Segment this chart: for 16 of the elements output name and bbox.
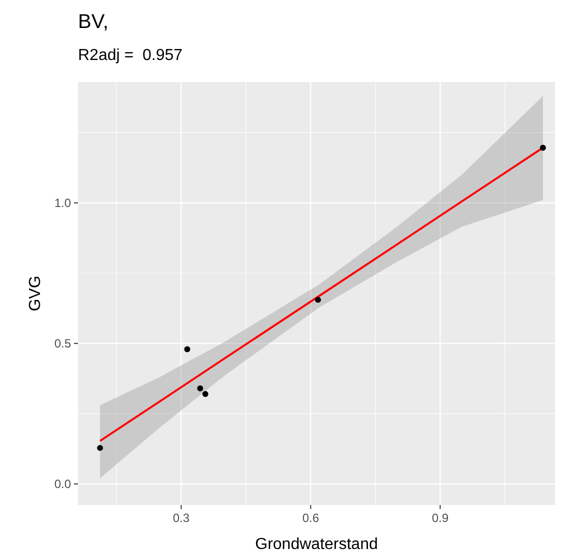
y-tick-label: 0.0 [54, 476, 72, 491]
chart-title: BV, [78, 11, 108, 33]
point [315, 296, 321, 303]
x-tick-label: 0.3 [172, 511, 190, 525]
y-axis-title: GVG [27, 276, 44, 312]
point [202, 391, 208, 397]
y-tick-label: 0.5 [54, 336, 72, 350]
point [97, 444, 103, 451]
x-axis-title: Grondwaterstand [255, 536, 378, 553]
point [184, 346, 190, 352]
x-tick-label: 0.6 [302, 511, 320, 525]
chart-subtitle: R2adj = 0.957 [78, 47, 183, 64]
x-tick-label: 0.9 [432, 511, 449, 525]
y-tick-label: 1.0 [54, 196, 72, 210]
point [540, 144, 546, 151]
point [197, 385, 204, 392]
